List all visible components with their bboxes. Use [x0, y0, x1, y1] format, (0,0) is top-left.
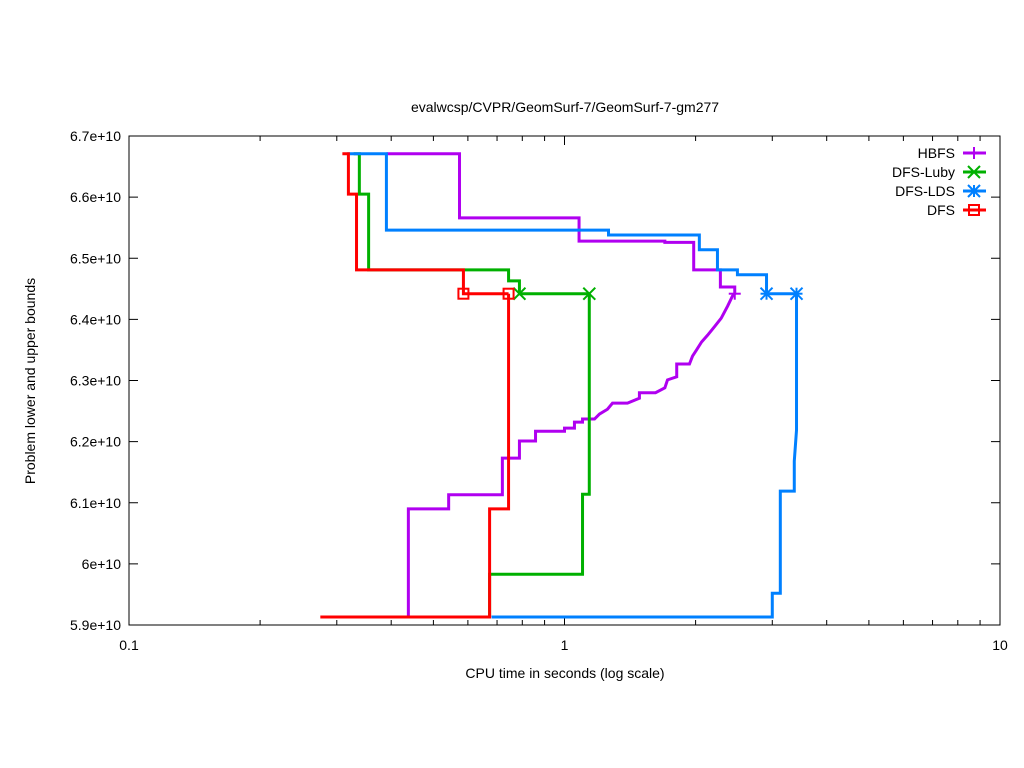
dfs-upper-bound-line — [342, 152, 509, 296]
y-tick-label: 6e+10 — [82, 556, 122, 572]
series-dfs-lds — [347, 152, 804, 619]
y-tick-label: 6.1e+10 — [70, 495, 121, 511]
series-hbfs — [386, 152, 741, 618]
dfs-lds-upper-bound-line — [347, 152, 797, 296]
hbfs-lower-bound-line — [406, 292, 736, 618]
dfs-luby-lower-bound-line — [488, 293, 591, 618]
hbfs-upper-bound-line — [386, 152, 737, 294]
x-tick-label: 0.1 — [119, 637, 139, 653]
dfs-lds-lower-bound-line — [491, 293, 799, 619]
legend-marker-dfs-lds-stroke — [967, 184, 981, 198]
legend: HBFS DFS-Luby DFS-LDS DFS — [892, 145, 986, 218]
plot-frame — [128, 135, 1001, 626]
dfs-luby-marker — [582, 286, 596, 301]
legend-label-dfs-luby: DFS-Luby — [892, 164, 955, 180]
dfs-luby-upper-bound-line — [353, 152, 590, 296]
legend-marker-dfs-luby-stroke — [967, 165, 981, 179]
dfs-lds-marker-stroke — [789, 286, 804, 301]
dfs-lower-bound-line — [320, 293, 511, 619]
dfs-marker — [502, 287, 515, 300]
legend-label-dfs-lds: DFS-LDS — [895, 183, 955, 199]
legend-label-dfs: DFS — [927, 202, 955, 218]
axes: 5.9e+10 6e+10 6.1e+10 6.2e+10 6.3e+10 6.4e+10… — [70, 128, 1008, 653]
dfs-lds-marker-stroke — [759, 286, 774, 301]
y-tick-label: 6.4e+10 — [70, 311, 121, 327]
legend-marker-dfs — [968, 204, 980, 216]
dfs-luby-marker-stroke — [512, 286, 527, 301]
legend-marker-dfs-luby — [967, 165, 981, 179]
series-layer — [320, 152, 804, 619]
dfs-luby-marker — [512, 286, 527, 301]
x-axis-label: CPU time in seconds (log scale) — [465, 665, 664, 681]
y-tick-label: 5.9e+10 — [70, 617, 121, 633]
legend-label-hbfs: HBFS — [918, 145, 955, 161]
y-axis-label: Problem lower and upper bounds — [22, 278, 38, 484]
y-tick-label: 6.6e+10 — [70, 189, 121, 205]
series-dfs-luby — [353, 152, 596, 618]
dfs-luby-marker-stroke — [582, 286, 596, 301]
legend-marker-dfs-lds — [967, 184, 981, 198]
dfs-lds-marker — [789, 286, 804, 301]
x-tick-label: 1 — [561, 637, 569, 653]
y-tick-label: 6.3e+10 — [70, 373, 121, 389]
chart-title: evalwcsp/CVPR/GeomSurf-7/GeomSurf-7-gm27… — [411, 99, 719, 115]
legend-marker-hbfs — [968, 147, 980, 159]
y-tick-label: 6.2e+10 — [70, 434, 121, 450]
y-tick-label: 6.5e+10 — [70, 250, 121, 266]
dfs-marker — [457, 287, 470, 300]
x-tick-label: 10 — [992, 637, 1008, 653]
y-tick-label: 6.7e+10 — [70, 128, 121, 144]
series-dfs — [320, 152, 515, 619]
hbfs-marker — [728, 287, 741, 300]
dfs-lds-marker — [759, 286, 774, 301]
